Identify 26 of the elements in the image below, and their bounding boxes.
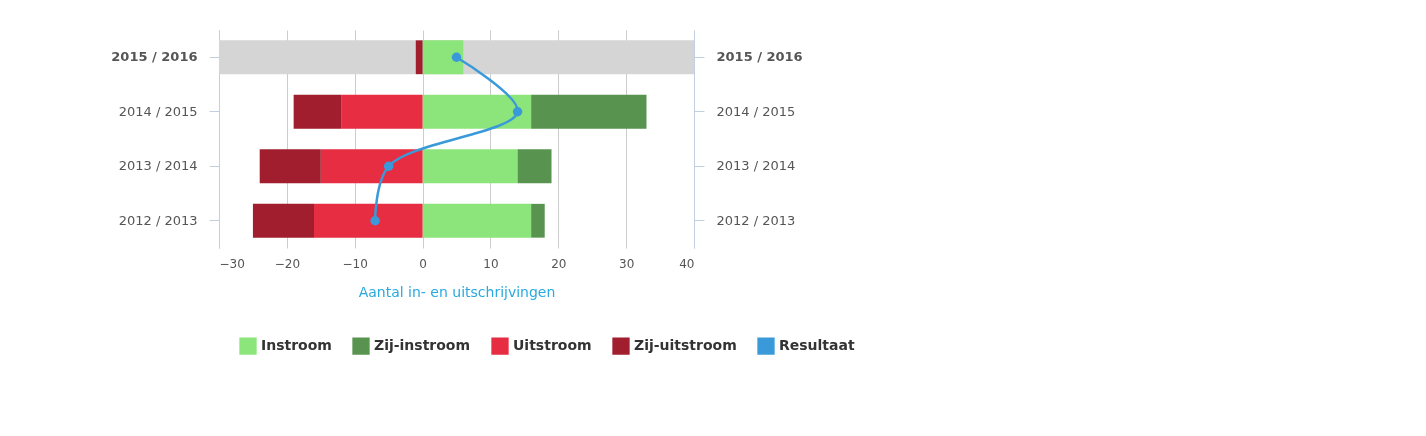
x-tick-label: 10 (483, 256, 499, 271)
category-label: 2014 / 2015 (716, 103, 796, 119)
y-tick-label: 2015 / 2016 (111, 49, 198, 65)
category-label: 2012 / 2013 (716, 212, 796, 228)
x-tick-label: 30 (619, 256, 635, 271)
legend-label: Uitstroom (513, 337, 592, 354)
point (370, 216, 380, 226)
x-tick-label: −30 (219, 256, 245, 271)
legend-label: Zij-uitstroom (634, 337, 737, 354)
point (383, 161, 394, 171)
x-tick-label: −10 (342, 256, 368, 271)
y-tick-label: 2012 / 2013 (118, 212, 198, 228)
text: 2015 / 2016 (716, 49, 803, 65)
x-tick-label: 20 (551, 256, 567, 271)
x-tick-label: 0 (419, 256, 427, 271)
legend-label: Zij-instroom (374, 337, 471, 354)
x-tick-label: −20 (274, 256, 301, 271)
point (451, 52, 462, 62)
y-tick-label: 2014 / 2015 (118, 103, 198, 119)
y-tick-label: 2013 / 2014 (118, 158, 198, 174)
x-tick-label: 40 (679, 256, 695, 271)
x-axis-title: Aantal in- en uitschrijvingen (358, 283, 556, 300)
point (512, 107, 523, 117)
legend-label: Instroom (261, 337, 332, 354)
legend-label: Resultaat (779, 337, 855, 354)
category-label: 2013 / 2014 (716, 158, 796, 174)
